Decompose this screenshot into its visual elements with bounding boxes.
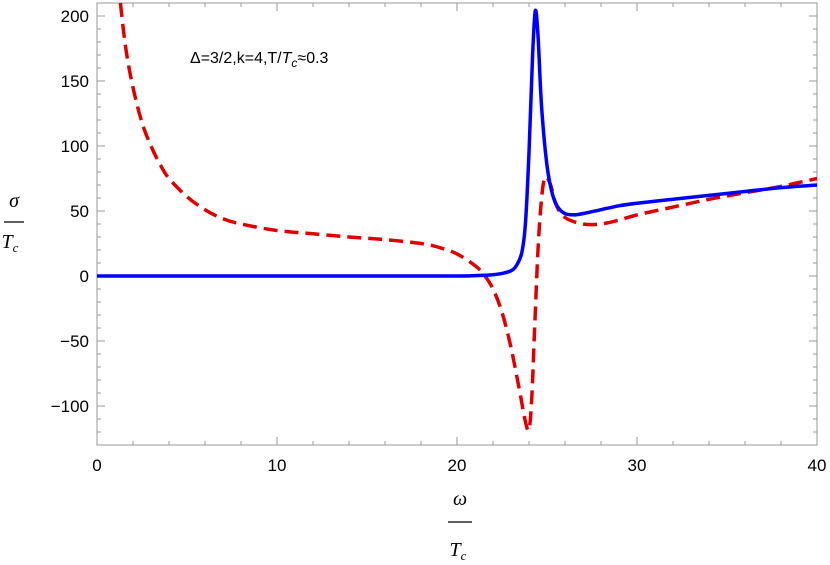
annotation: Δ=3/2,k=4,T/Tc≈0.3	[190, 50, 329, 70]
y-label-numerator: σ	[9, 190, 20, 212]
series-layer	[97, 3, 817, 433]
x-label-denominator: Tc	[450, 539, 467, 563]
y-tick-label: 50	[70, 202, 89, 221]
plot-frame	[96, 2, 818, 446]
y-tick-label: −100	[51, 397, 89, 416]
y-tick-label: 150	[61, 72, 89, 91]
frame-rect	[96, 2, 818, 446]
annotation-suffix: ≈0.3	[297, 50, 328, 67]
y-tick-label: 100	[61, 137, 89, 156]
x-axis-label: ω Tc	[448, 488, 472, 563]
y-tick-label: −50	[60, 332, 89, 351]
tick-labels: 0 10 20 30 40 −100 −50 0 50 100 150 200	[51, 7, 827, 475]
x-tick-label: 10	[268, 456, 287, 475]
axis-ticks	[96, 3, 818, 445]
x-tick-label: 30	[628, 456, 647, 475]
y-label-denominator: Tc	[2, 231, 19, 255]
y-tick-label: 200	[61, 7, 89, 26]
x-tick-label: 40	[808, 456, 827, 475]
annotation-sub: c	[291, 56, 297, 70]
y-tick-label: 0	[80, 267, 89, 286]
y-axis-label: σ Tc	[2, 190, 24, 255]
x-tick-label: 0	[92, 456, 101, 475]
x-tick-label: 20	[448, 456, 467, 475]
annotation-t: T	[282, 50, 293, 67]
series-line-0	[97, 8, 817, 278]
annotation-prefix: Δ=3/2,k=4,T/	[190, 50, 282, 67]
series-line-1	[118, 3, 817, 433]
x-label-numerator: ω	[453, 488, 467, 510]
